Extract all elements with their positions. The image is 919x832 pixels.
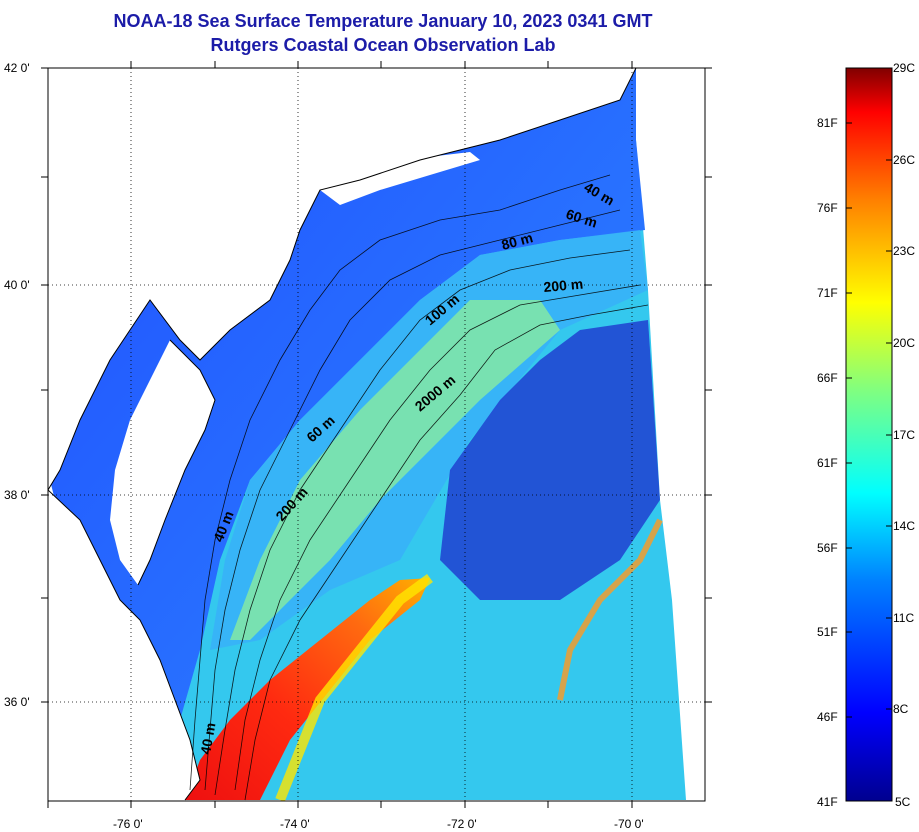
offshore-cold-patch (440, 320, 660, 600)
lat-label-42: 42 0' (4, 61, 30, 75)
colorbar-c-11: 11C (893, 611, 914, 625)
map-title: NOAA-18 Sea Surface Temperature January … (113, 11, 653, 31)
colorbar-f-46: 46F (817, 710, 838, 724)
colorbar-f-66: 66F (817, 371, 838, 385)
land-delmarva (110, 340, 215, 585)
colorbar-f-51: 51F (817, 625, 838, 639)
colorbar-c-29: 29C (893, 61, 915, 75)
colorbar-f-61: 61F (817, 456, 838, 470)
frame-ticks (41, 61, 712, 808)
colorbar-f-56: 56F (817, 541, 838, 555)
contour-label-40m-south: 40 m (197, 721, 218, 755)
warm-filament (557, 518, 663, 701)
land-long-island (320, 152, 480, 205)
map-subtitle: Rutgers Coastal Ocean Observation Lab (210, 35, 556, 55)
graticule (48, 68, 705, 801)
colorbar-c-8: 8C (893, 702, 909, 716)
coastline-south (137, 339, 216, 586)
bathymetry-contours (189, 174, 649, 801)
colorbar-f-71: 71F (817, 286, 838, 300)
colorbar-f-81: 81F (817, 116, 838, 130)
lon-label-70: -70 0' (614, 817, 644, 831)
contour-label-80m: 80 m (500, 229, 535, 253)
lon-label-74: -74 0' (280, 817, 310, 831)
coastline-nc (48, 489, 201, 801)
contour-label-200m-north: 200 m (543, 276, 584, 295)
lat-label-36: 36 0' (4, 695, 30, 709)
colorbar-c-5: 5C (895, 795, 911, 809)
colorbar-f-76: 76F (817, 201, 838, 215)
lat-label-38: 38 0' (4, 488, 30, 502)
land-northeast (48, 68, 636, 490)
lon-label-76: -76 0' (113, 817, 143, 831)
colorbar (845, 67, 893, 802)
lat-label-40: 40 0' (4, 278, 30, 292)
colorbar-c-14: 14C (893, 519, 915, 533)
gulf-stream-edge (275, 573, 433, 801)
map-frame (47, 67, 706, 802)
colorbar-c-17: 17C (893, 428, 915, 442)
colorbar-c-20: 20C (893, 336, 915, 350)
slope-green-water (230, 300, 560, 640)
colorbar-c-23: 23C (893, 244, 915, 258)
land-cape-cod (636, 68, 705, 260)
colorbar-f-41: 41F (817, 795, 838, 809)
lon-label-72: -72 0' (447, 817, 477, 831)
colorbar-c-26: 26C (893, 153, 915, 167)
colorbar-ticks (846, 67, 892, 718)
coastline (48, 68, 637, 491)
land-virginia-nc (48, 490, 200, 800)
